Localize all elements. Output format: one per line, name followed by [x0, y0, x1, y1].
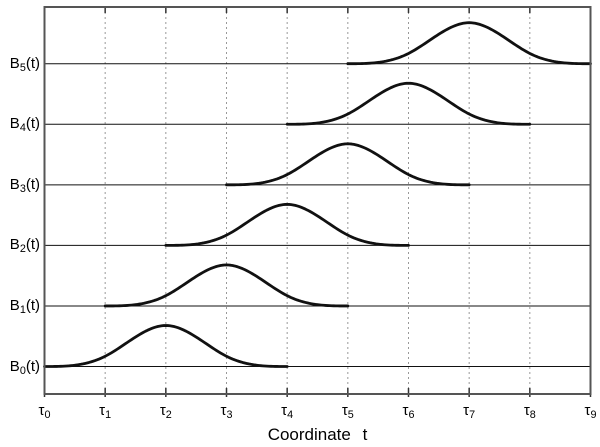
bspline-curve — [346, 21, 592, 66]
y-axis-label: B4(t) — [9, 115, 40, 135]
y-axis-label: B0(t) — [9, 357, 40, 377]
bspline-curve — [285, 81, 532, 126]
y-axis-label: B2(t) — [9, 236, 40, 256]
bspline-curve — [103, 263, 350, 308]
y-axis-label: B3(t) — [9, 175, 40, 195]
plot-frame — [43, 6, 592, 395]
x-axis-title: Coordinate t — [267, 425, 368, 444]
x-tick-label: τ6 — [402, 402, 415, 422]
x-tick-label: τ7 — [463, 402, 476, 422]
x-tick-label: τ9 — [584, 402, 597, 422]
x-tick-label: τ5 — [341, 402, 354, 422]
x-tick-label: τ0 — [38, 402, 51, 422]
x-tick-label: τ4 — [281, 402, 294, 422]
x-tick-label: τ1 — [99, 402, 112, 422]
bspline-curve — [225, 142, 471, 187]
x-tick-label: τ8 — [523, 402, 536, 422]
bspline-curve — [164, 202, 410, 247]
x-tick-label: τ2 — [159, 402, 172, 422]
y-axis-label: B5(t) — [9, 54, 40, 74]
bspline-curve — [43, 324, 289, 368]
x-tick-label: τ3 — [220, 402, 233, 422]
y-axis-label: B1(t) — [9, 296, 40, 316]
